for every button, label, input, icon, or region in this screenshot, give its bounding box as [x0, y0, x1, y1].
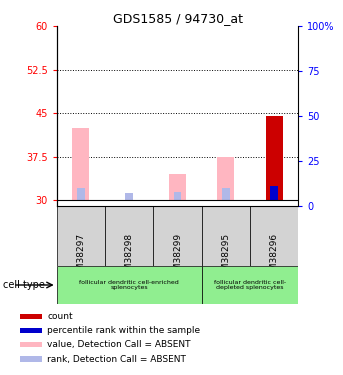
Bar [125, 194, 133, 201]
Text: GSM38298: GSM38298 [125, 233, 134, 282]
Text: cell type: cell type [3, 280, 45, 290]
Bar [57, 266, 202, 304]
Bar [266, 116, 283, 201]
Bar [105, 206, 153, 266]
Bar [20, 342, 42, 347]
Text: follicular dendritic cell-enriched
splenocytes: follicular dendritic cell-enriched splen… [79, 280, 179, 290]
Title: GDS1585 / 94730_at: GDS1585 / 94730_at [113, 12, 243, 25]
Bar [20, 328, 42, 333]
Bar [222, 188, 230, 201]
Text: GSM38299: GSM38299 [173, 233, 182, 282]
Bar [217, 157, 234, 201]
Bar [202, 206, 250, 266]
Text: GSM38297: GSM38297 [76, 233, 85, 282]
Bar [153, 206, 202, 266]
Bar [250, 206, 298, 266]
Text: value, Detection Call = ABSENT: value, Detection Call = ABSENT [47, 340, 191, 349]
Bar [20, 356, 42, 362]
Bar [174, 192, 181, 201]
Text: follicular dendritic cell-
depleted splenocytes: follicular dendritic cell- depleted sple… [214, 280, 286, 290]
Bar [270, 186, 278, 201]
Bar [77, 188, 85, 201]
Bar [169, 174, 186, 201]
Bar [57, 206, 105, 266]
Text: count: count [47, 312, 73, 321]
Text: rank, Detection Call = ABSENT: rank, Detection Call = ABSENT [47, 355, 186, 364]
Bar [20, 314, 42, 319]
Bar [202, 266, 298, 304]
Text: GSM38295: GSM38295 [221, 233, 230, 282]
Text: percentile rank within the sample: percentile rank within the sample [47, 326, 200, 335]
Text: GSM38296: GSM38296 [270, 233, 279, 282]
Bar [72, 128, 89, 201]
